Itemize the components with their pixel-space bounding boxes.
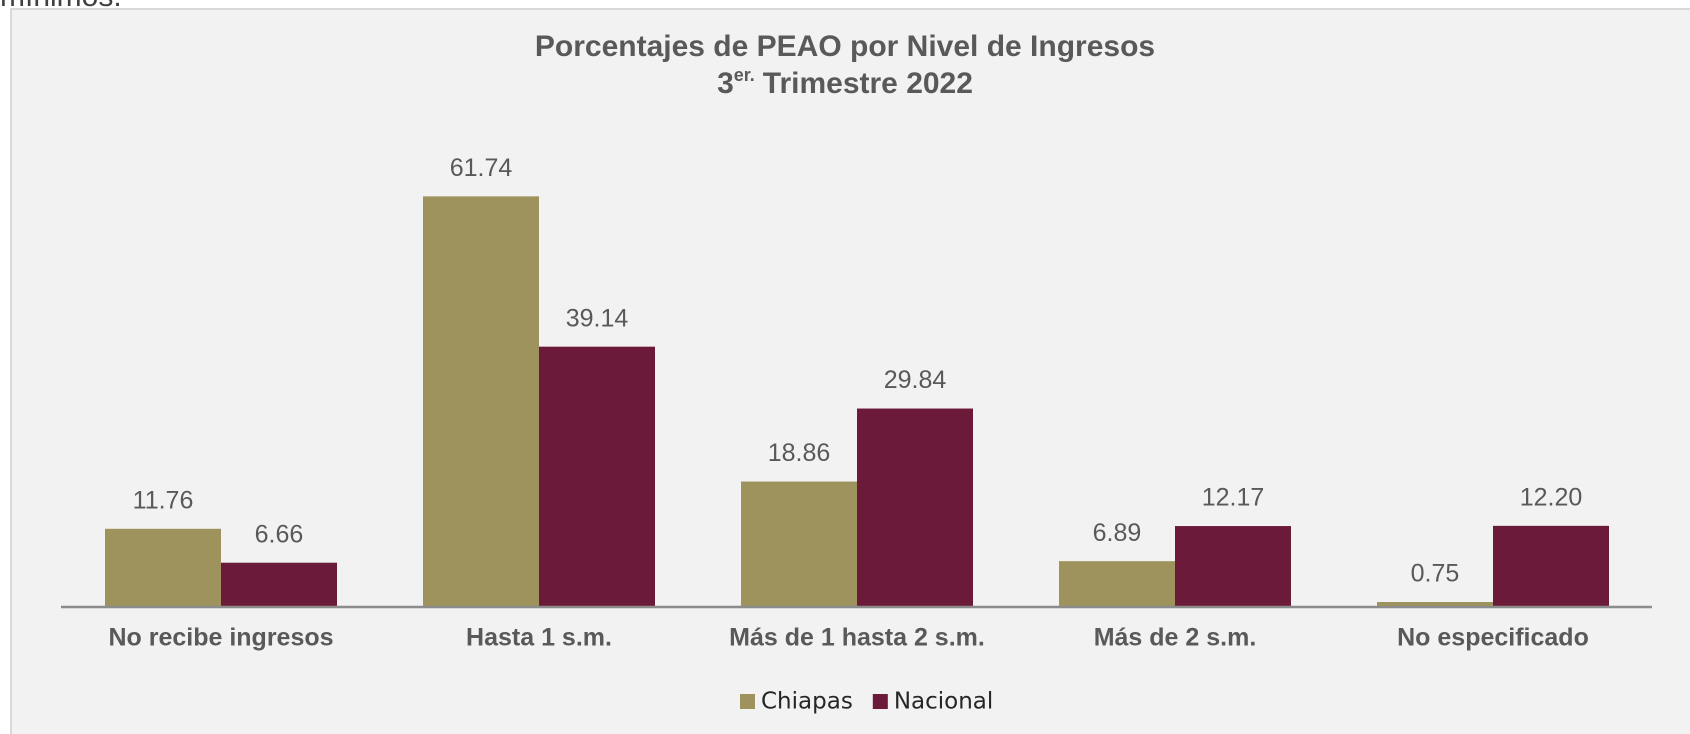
bar — [105, 528, 221, 607]
chart-frame — [10, 8, 1690, 734]
page-fragment: mínimos. — [0, 0, 122, 13]
bar — [423, 196, 539, 608]
bar — [1059, 561, 1175, 607]
x-tick-label: No especificado — [1397, 624, 1589, 652]
x-tick-label: Más de 1 hasta 2 s.m. — [729, 624, 985, 652]
x-tick-label: No recibe ingresos — [108, 624, 333, 652]
data-label: 61.74 — [450, 154, 513, 182]
legend-swatch — [740, 694, 755, 709]
chart-title: Porcentajes de PEAO por Nivel de Ingreso… — [535, 30, 1155, 63]
legend-label: Chiapas — [761, 689, 853, 715]
bar — [857, 408, 973, 607]
legend-label: Nacional — [894, 689, 993, 715]
subtitle-number: 3 — [717, 67, 734, 100]
x-tick-label: Más de 2 s.m. — [1094, 624, 1257, 652]
bar — [1175, 526, 1291, 607]
data-label: 11.76 — [133, 486, 194, 514]
data-label: 12.20 — [1520, 483, 1583, 511]
data-label: 39.14 — [566, 304, 629, 332]
data-label: 0.75 — [1411, 560, 1460, 588]
chart-subtitle: 3er. Trimestre 2022 — [717, 65, 973, 100]
data-label: 12.17 — [1202, 484, 1265, 512]
subtitle-rest: Trimestre 2022 — [763, 67, 973, 100]
data-label: 18.86 — [768, 439, 831, 467]
data-label: 29.84 — [884, 366, 947, 394]
bar — [1377, 602, 1493, 607]
bar — [221, 562, 337, 607]
data-label: 6.89 — [1093, 519, 1142, 547]
bar — [1493, 525, 1609, 607]
bar — [741, 481, 857, 607]
subtitle-superscript: er. — [734, 65, 755, 85]
legend-swatch — [872, 694, 888, 709]
bar — [539, 346, 655, 607]
x-tick-label: Hasta 1 s.m. — [466, 624, 612, 652]
data-label: 6.66 — [255, 520, 304, 548]
